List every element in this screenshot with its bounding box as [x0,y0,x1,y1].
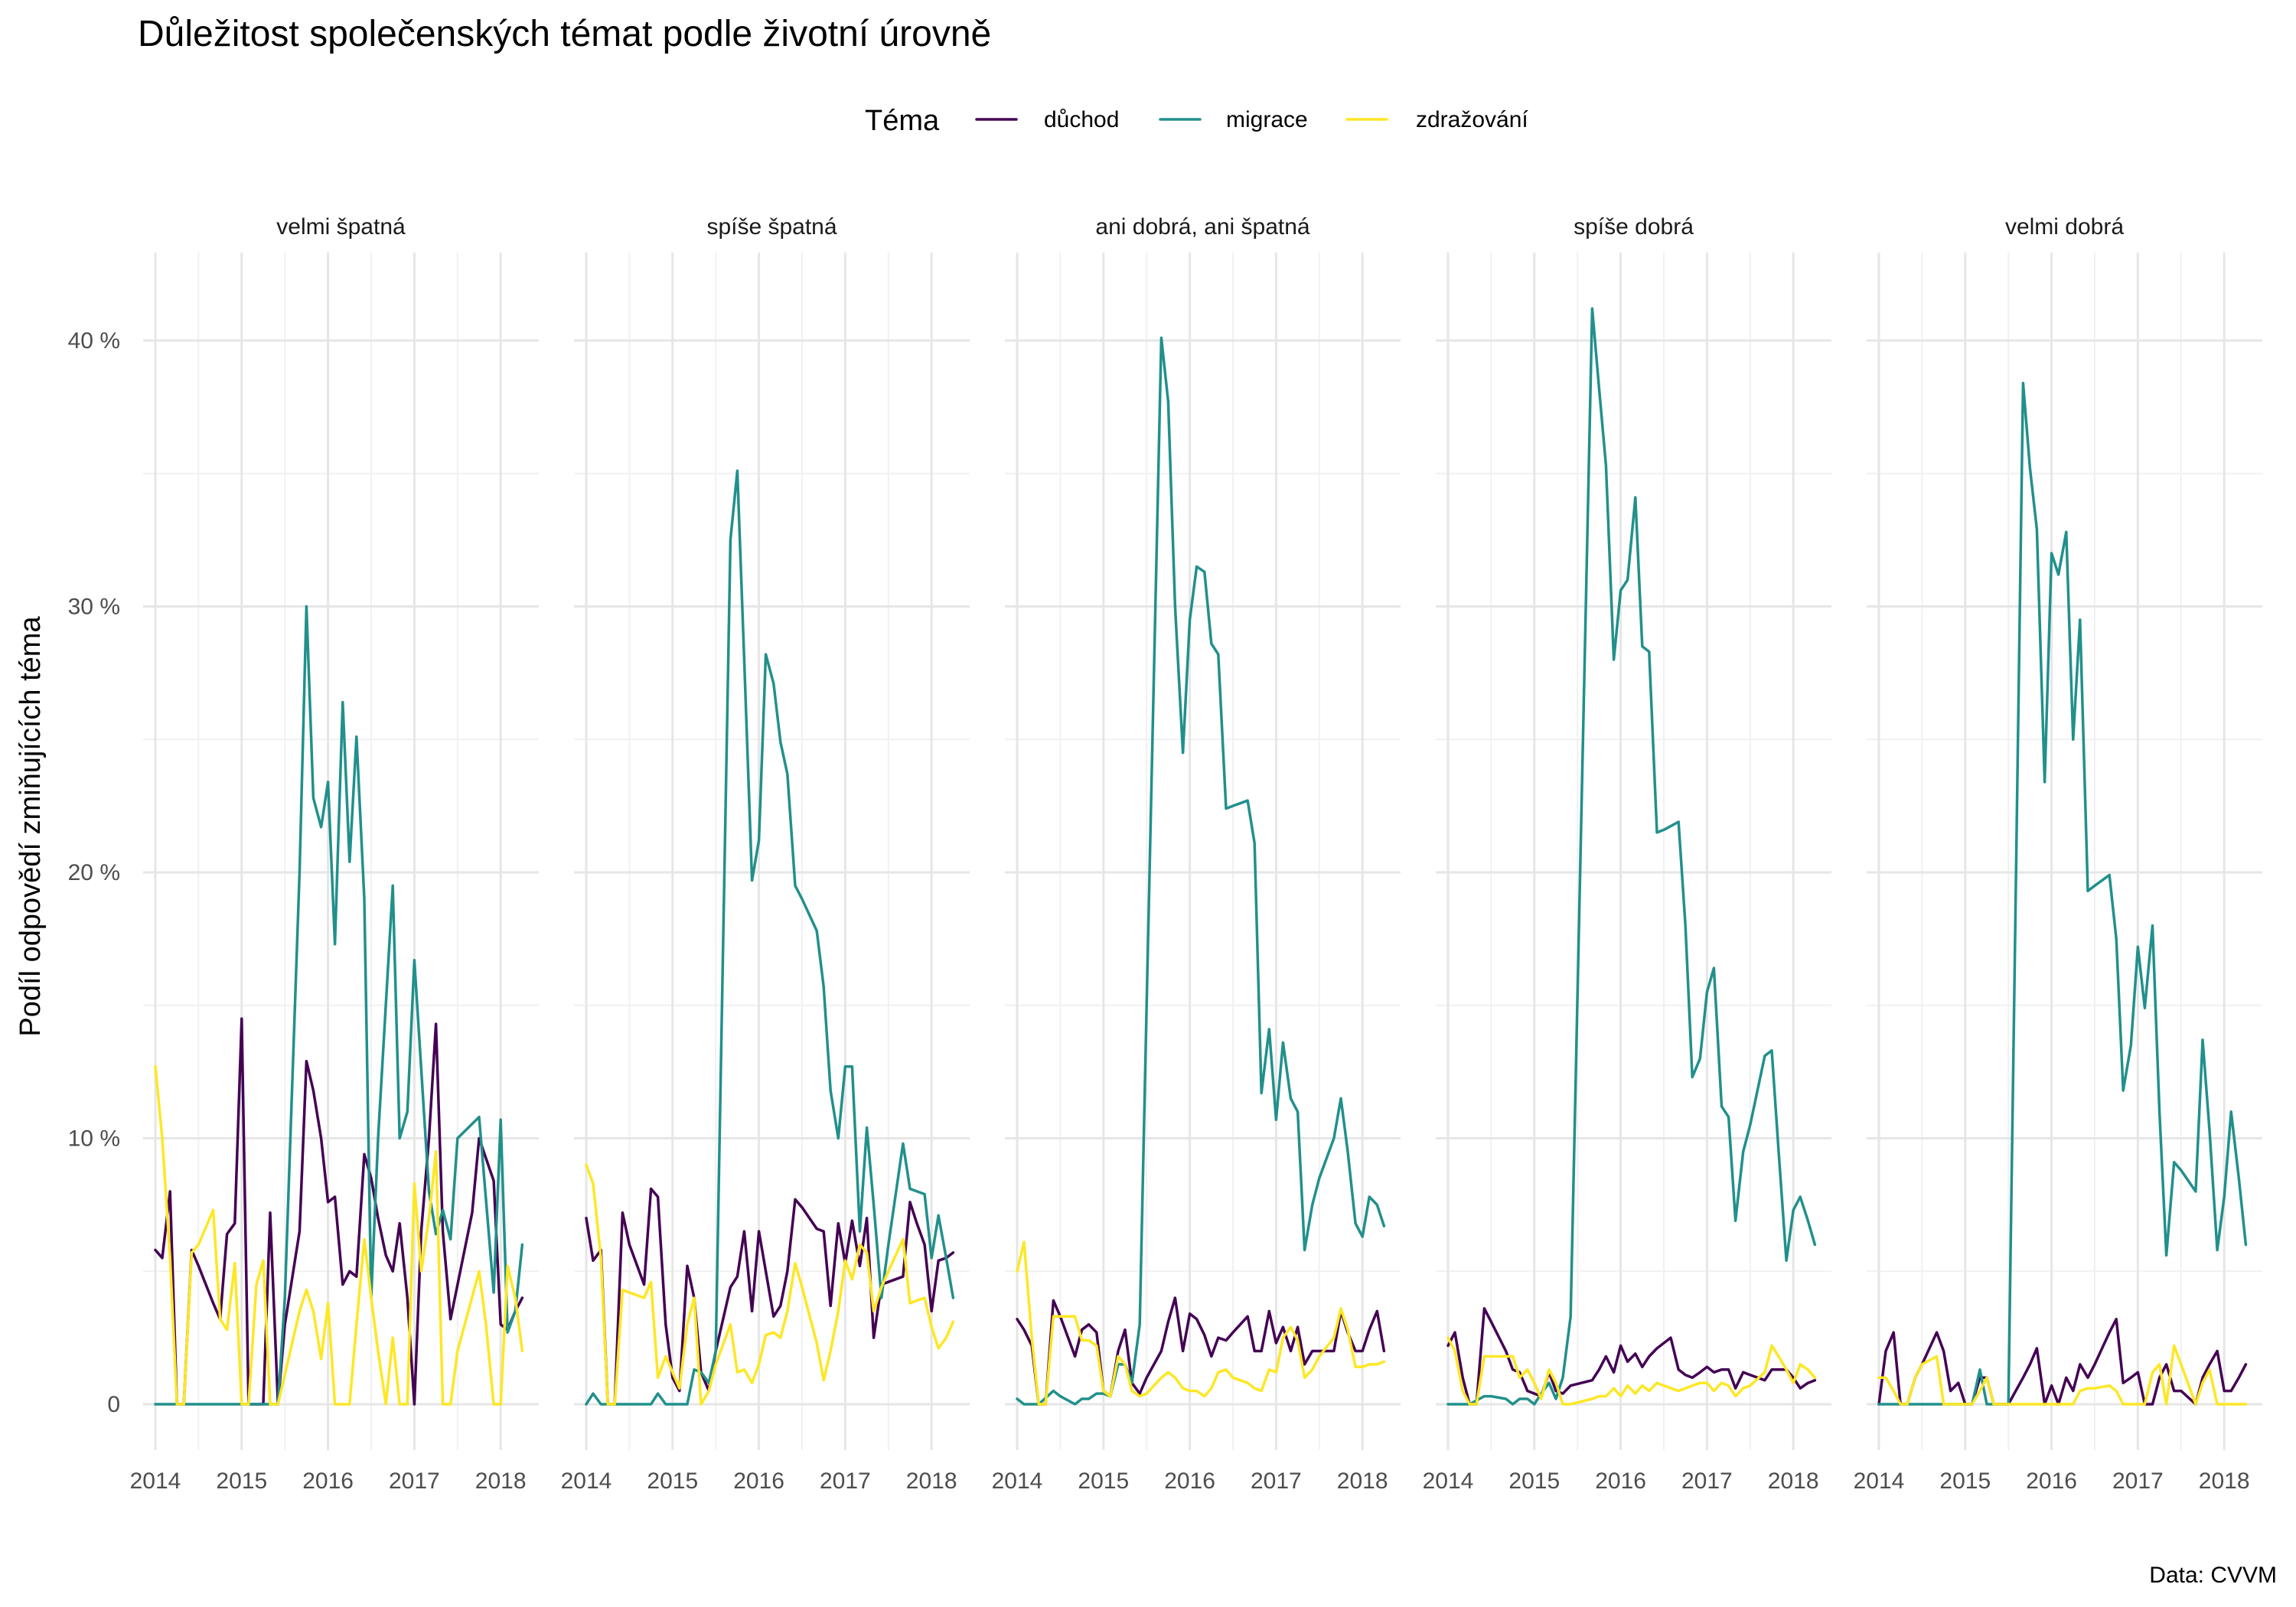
x-tick-label: 2018 [1768,1468,1819,1494]
legend-label-migrace: migrace [1226,107,1308,132]
facet-panel: spíše dobrá 2014 2015 2016 2017 2018 [1423,214,1831,1494]
chart-title: Důležitost společenských témat podle živ… [138,14,991,54]
y-tick-label: 30 % [68,595,120,620]
series-line-důchod [1016,1296,1386,1406]
series-line-zdražování [1016,1240,1386,1406]
y-tick-label: 20 % [68,860,120,885]
legend-label-duchod: důchod [1044,107,1119,132]
facet-strip-label: spíše špatná [706,214,837,240]
x-tick-label: 2015 [216,1468,267,1494]
legend-item-zdrazovani: zdražování [1345,107,1528,132]
facet-panel: spíše špatná 2014 2015 2016 2017 2018 [561,214,970,1494]
series-line-migrace [1016,336,1386,1406]
x-tick-label: 2018 [475,1468,527,1494]
series-line-důchod [585,1187,955,1406]
series-line-důchod [1877,1318,2248,1406]
facet-strip-label: velmi dobrá [2005,214,2124,240]
facet-panels: velmi špatná 2014 2015 2016 2017 2018 0 10 % 20 … [68,214,2262,1494]
series-line-migrace [585,469,955,1406]
facet-panel: velmi špatná 2014 2015 2016 2017 2018 0 10 % 20 … [68,214,539,1494]
legend-item-migrace: migrace [1159,107,1308,132]
x-tick-label: 2014 [992,1468,1043,1494]
y-tick-label: 0 [107,1392,120,1417]
chart-caption: Data: CVVM [2149,1563,2277,1588]
y-axis-title: Podíl odpovědí zmiňujících téma [15,616,47,1037]
facet-strip-label: spíše dobrá [1574,214,1694,240]
facet-panel: ani dobrá, ani špatná 2014 2015 2016 2017 201… [992,214,1401,1494]
x-tick-label: 2018 [2199,1468,2250,1494]
x-tick-label: 2017 [820,1468,871,1494]
y-tick-label: 10 % [68,1126,120,1152]
series-line-zdražování [585,1163,955,1406]
x-tick-label: 2014 [1854,1468,1905,1494]
x-tick-label: 2014 [561,1468,612,1494]
x-tick-label: 2017 [389,1468,440,1494]
x-tick-label: 2015 [647,1468,698,1494]
x-tick-label: 2016 [2026,1468,2077,1494]
x-tick-label: 2017 [1251,1468,1302,1494]
x-tick-label: 2016 [1595,1468,1646,1494]
series-line-migrace [1446,307,1817,1406]
facet-strip-label: velmi špatná [276,214,406,240]
x-tick-label: 2014 [130,1468,181,1494]
legend-item-duchod: důchod [975,107,1119,132]
series-line-zdražování [1877,1344,2248,1406]
x-tick-label: 2015 [1508,1468,1560,1494]
x-tick-label: 2016 [302,1468,354,1494]
y-tick-label: 40 % [68,328,120,354]
x-tick-label: 2018 [906,1468,957,1494]
series-line-migrace [1877,381,2248,1406]
x-tick-label: 2018 [1337,1468,1388,1494]
series-line-zdražování [154,1064,524,1406]
facet-panel: velmi dobrá 2014 2015 2016 2017 2018 [1854,214,2262,1494]
x-tick-label: 2017 [2112,1468,2164,1494]
x-tick-label: 2016 [733,1468,784,1494]
x-tick-label: 2015 [1078,1468,1129,1494]
facet-strip-label: ani dobrá, ani špatná [1095,214,1310,240]
legend: Téma důchod migrace zdražování [865,105,1528,137]
series-line-důchod [154,1017,524,1406]
legend-label-zdrazovani: zdražování [1416,107,1528,132]
x-tick-label: 2014 [1423,1468,1474,1494]
x-tick-label: 2016 [1164,1468,1215,1494]
x-tick-label: 2017 [1681,1468,1733,1494]
x-tick-label: 2015 [1939,1468,1991,1494]
series-line-důchod [1446,1307,1817,1406]
series-line-zdražování [1446,1336,1817,1406]
legend-title: Téma [865,105,940,137]
